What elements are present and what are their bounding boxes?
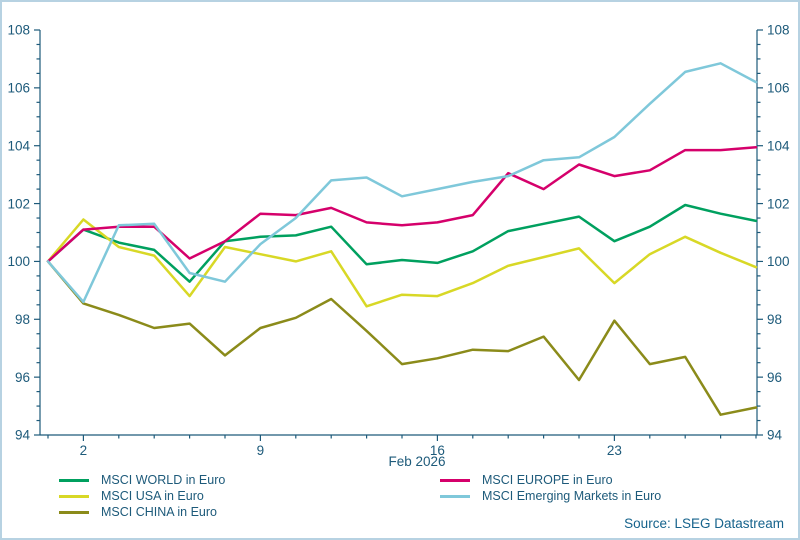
y-tick-label-right: 108 — [767, 23, 790, 38]
series-line-msci-europe-in-euro — [46, 145, 758, 263]
axes — [39, 30, 758, 436]
legend-swatch-icon — [440, 478, 470, 482]
legend-item-msci-world: MSCI WORLD in Euro — [59, 472, 225, 488]
series-line-msci-world-in-euro — [46, 203, 758, 283]
series-line-msci-usa-in-euro — [46, 218, 758, 308]
x-axis-ticks: 2 9 16 23 — [47, 435, 757, 458]
y-tick-label-left: 102 — [7, 196, 30, 211]
y-tick-label-right: 106 — [767, 81, 790, 96]
y-tick-label-right: 96 — [767, 370, 782, 385]
legend-swatch-icon — [440, 494, 470, 498]
legend-item-msci-usa: MSCI USA in Euro — [59, 488, 204, 504]
y-tick-label-left: 96 — [15, 370, 30, 385]
y-tick-label-right: 102 — [767, 196, 790, 211]
y-tick-label-left: 98 — [15, 312, 30, 327]
x-tick-label: 23 — [607, 443, 622, 458]
source-note: Source: LSEG Datastream — [624, 516, 784, 531]
series-line-msci-emerging-markets-in-euro — [46, 62, 758, 304]
x-axis-title: Feb 2026 — [388, 454, 446, 469]
y-tick-label-left: 108 — [7, 23, 30, 38]
legend-item-msci-emerging-markets: MSCI Emerging Markets in Euro — [440, 488, 661, 504]
legend-item-msci-europe: MSCI EUROPE in Euro — [440, 472, 613, 488]
legend-swatch-icon — [59, 494, 89, 498]
legend-item-msci-china: MSCI CHINA in Euro — [59, 504, 217, 520]
y-tick-label-right: 94 — [767, 428, 783, 443]
y-tick-label-left: 106 — [7, 81, 30, 96]
y-axis-ticks: 94 94 96 96 98 98 100 100 102 102 104 104 106 106 108 1… — [7, 23, 790, 443]
y-tick-label-right: 100 — [767, 254, 790, 269]
series-line-msci-china-in-euro — [46, 260, 758, 416]
legend-swatch-icon — [59, 478, 89, 482]
y-tick-label-right: 104 — [767, 138, 790, 153]
legend-label: MSCI USA in Euro — [101, 489, 204, 503]
y-tick-label-left: 104 — [7, 138, 30, 153]
legend-label: MSCI CHINA in Euro — [101, 505, 218, 519]
legend-swatch-icon — [59, 510, 89, 514]
legend-label: MSCI WORLD in Euro — [101, 473, 226, 487]
y-tick-label-left: 94 — [15, 428, 31, 443]
y-tick-label-left: 100 — [7, 254, 30, 269]
x-tick-label: 9 — [257, 443, 265, 458]
y-tick-label-right: 98 — [767, 312, 782, 327]
x-tick-label: 2 — [80, 443, 88, 458]
legend-label: MSCI Emerging Markets in Euro — [482, 489, 662, 503]
legend-label: MSCI EUROPE in Euro — [482, 473, 613, 487]
x-tick-label: 16 — [430, 443, 445, 458]
